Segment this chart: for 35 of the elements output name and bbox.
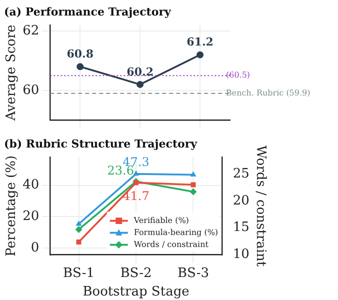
data-label: 61.2 bbox=[186, 36, 214, 49]
ref-line-label: Bench. Rubric (59.9) bbox=[226, 88, 310, 98]
data-label: 60.8 bbox=[66, 48, 94, 61]
y2-tick-label: 10 bbox=[232, 247, 250, 262]
x-tick-label: BS-1 bbox=[62, 266, 95, 281]
chart-title: (a) Performance Trajectory bbox=[4, 5, 172, 18]
y-axis-title: Percentage (%) bbox=[4, 155, 20, 257]
point bbox=[134, 180, 138, 186]
chart-title: (b) Rubric Structure Trajectory bbox=[4, 137, 198, 150]
y2-tick-label: 20 bbox=[232, 193, 250, 208]
x-tick-label: BS-2 bbox=[120, 266, 152, 281]
legend-label: Verifiable (%) bbox=[132, 216, 189, 225]
point bbox=[76, 240, 82, 244]
y-axis-title: Average Score bbox=[4, 24, 20, 122]
y-tick-label: 62 bbox=[22, 24, 40, 38]
y-tick-label: 60 bbox=[22, 82, 40, 98]
point bbox=[196, 51, 204, 58]
point bbox=[76, 220, 82, 226]
legend-label: Words / constraint bbox=[134, 240, 210, 249]
y-tick-label: 40 bbox=[22, 178, 40, 193]
ref-line-label: (60.5) bbox=[226, 70, 250, 80]
point bbox=[190, 171, 196, 176]
y2-tick-label: 25 bbox=[232, 166, 250, 182]
point bbox=[75, 226, 82, 233]
x-tick-label: BS-3 bbox=[177, 266, 210, 281]
data-label: 60.2 bbox=[126, 65, 154, 78]
legend-label: Formula-bearing (%) bbox=[134, 228, 218, 237]
point bbox=[136, 80, 144, 88]
y-tick-label: 0 bbox=[30, 240, 40, 256]
y-tick-label: 20 bbox=[22, 209, 40, 224]
y2-axis-title: Words / constraint bbox=[252, 145, 268, 268]
point bbox=[190, 188, 197, 196]
x-axis-title: Bootstrap Stage bbox=[82, 284, 190, 300]
point bbox=[76, 63, 84, 70]
y2-tick-label: 15 bbox=[232, 220, 250, 236]
